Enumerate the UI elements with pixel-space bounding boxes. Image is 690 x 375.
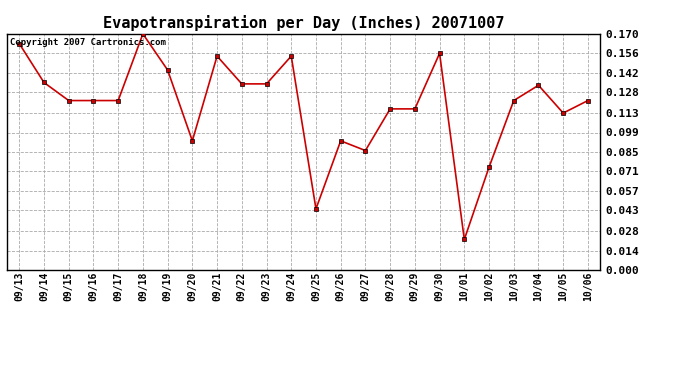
Text: Copyright 2007 Cartronics.com: Copyright 2007 Cartronics.com <box>10 39 166 48</box>
Title: Evapotranspiration per Day (Inches) 20071007: Evapotranspiration per Day (Inches) 2007… <box>103 15 504 31</box>
